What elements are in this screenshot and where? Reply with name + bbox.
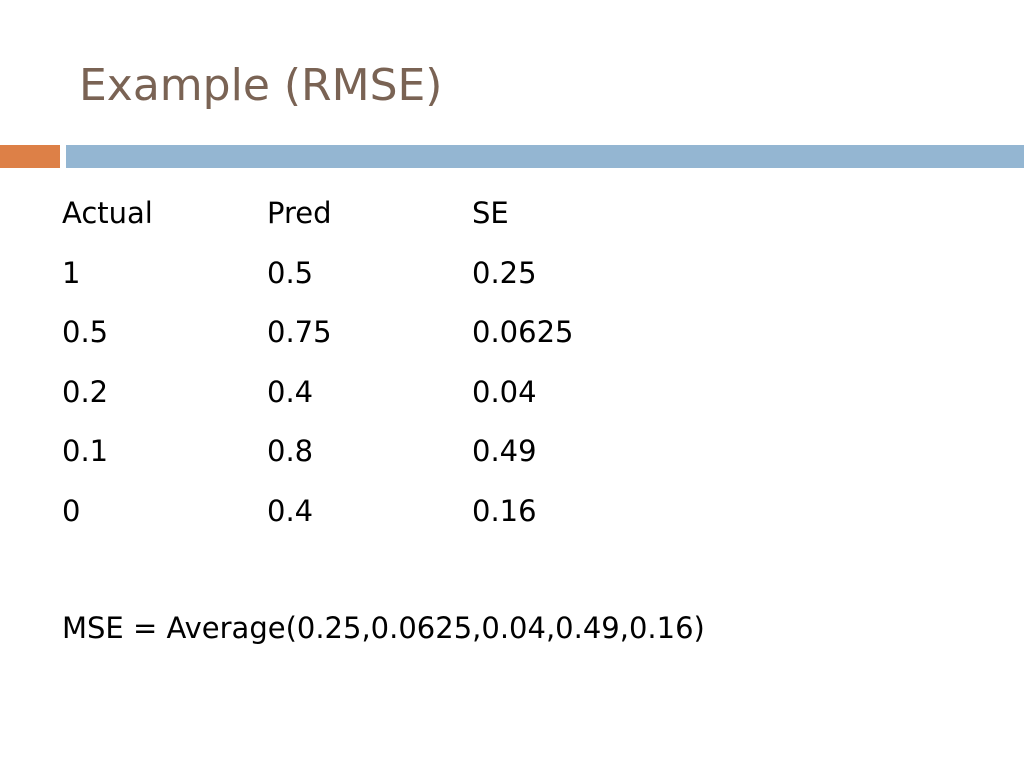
cell-pred: 0.8 [267,434,314,468]
cell-actual: 0.1 [62,434,109,468]
cell-se: 0.04 [472,374,537,409]
cell-se: 0.25 [472,255,537,290]
cell-actual: 0.5 [62,315,109,349]
cell-pred: 0.75 [267,315,332,349]
header-se: SE [472,196,509,230]
slide-title: Example (RMSE) [79,60,443,111]
header-pred: Pred [267,196,332,230]
cell-se: 0.16 [472,493,537,528]
cell-actual: 1 [62,255,81,290]
header-actual: Actual [62,196,153,230]
mse-formula: MSE = Average(0.25,0.0625,0.04,0.49,0.16… [62,611,705,645]
cell-se: 0.49 [472,434,537,468]
cell-pred: 0.4 [267,374,314,409]
title-underline-bar [66,145,1024,168]
cell-actual: 0.2 [62,374,109,409]
accent-bar [0,145,60,168]
cell-actual: 0 [62,493,81,528]
cell-se: 0.0625 [472,315,574,349]
cell-pred: 0.5 [267,255,314,290]
cell-pred: 0.4 [267,493,314,528]
